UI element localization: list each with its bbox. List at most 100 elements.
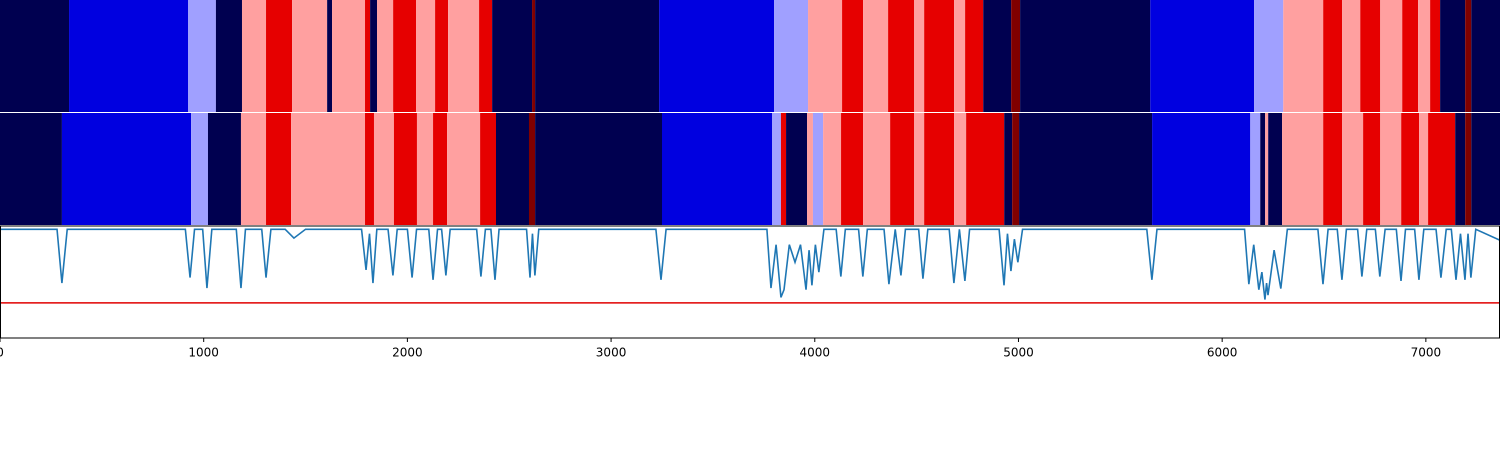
segment xyxy=(954,113,967,225)
segment xyxy=(774,0,809,112)
x-tick-label: 0 xyxy=(0,346,4,360)
segment xyxy=(1283,0,1324,112)
segment xyxy=(914,113,925,225)
segment xyxy=(1150,0,1255,112)
segment xyxy=(1471,0,1500,112)
segment xyxy=(240,113,267,225)
segment xyxy=(61,113,192,225)
segment xyxy=(1401,113,1420,225)
segment xyxy=(1465,113,1472,225)
segment xyxy=(1363,113,1381,225)
x-tick-label: 5000 xyxy=(1003,346,1034,360)
segment xyxy=(447,113,481,225)
x-tick-label: 6000 xyxy=(1207,346,1238,360)
segment xyxy=(1418,0,1431,112)
segment xyxy=(266,113,292,225)
segment xyxy=(435,0,449,112)
segment xyxy=(780,113,787,225)
plot-background xyxy=(0,226,1500,338)
segment xyxy=(535,0,660,112)
segment xyxy=(377,0,394,112)
x-tick-label: 2000 xyxy=(392,346,423,360)
x-tick-label: 3000 xyxy=(596,346,627,360)
segment xyxy=(662,113,772,225)
segment xyxy=(291,113,366,225)
segment xyxy=(924,113,955,225)
segment xyxy=(393,0,417,112)
segment xyxy=(191,113,208,225)
segment xyxy=(1282,113,1324,225)
segment xyxy=(924,0,955,112)
segment xyxy=(863,113,891,225)
segment xyxy=(215,0,242,112)
x-tick-label: 4000 xyxy=(800,346,831,360)
segment xyxy=(393,113,417,225)
segment xyxy=(495,113,529,225)
segment xyxy=(1360,0,1381,112)
segment xyxy=(1004,113,1013,225)
x-tick-label: 1000 xyxy=(188,346,219,360)
segment xyxy=(1260,113,1266,225)
segment xyxy=(532,0,536,112)
segment xyxy=(480,113,496,225)
segment xyxy=(1342,0,1361,112)
segment xyxy=(1323,0,1343,112)
segment xyxy=(1402,0,1419,112)
segment xyxy=(365,113,374,225)
segment xyxy=(0,113,62,225)
segment xyxy=(1323,113,1343,225)
segment xyxy=(266,0,293,112)
segment xyxy=(1011,0,1021,112)
segment xyxy=(965,0,984,112)
segment xyxy=(1430,0,1441,112)
segment xyxy=(365,0,371,112)
segment xyxy=(842,0,864,112)
segment xyxy=(1455,113,1466,225)
segment xyxy=(416,113,434,225)
segment xyxy=(1380,113,1402,225)
segment xyxy=(983,0,1012,112)
segment xyxy=(207,113,241,225)
segment xyxy=(807,113,813,225)
segment xyxy=(492,0,533,112)
segment xyxy=(888,0,915,112)
confidence-line xyxy=(0,228,1500,300)
segment xyxy=(1428,113,1456,225)
segment xyxy=(823,113,842,225)
segment xyxy=(771,113,781,225)
segment xyxy=(841,113,864,225)
segment xyxy=(69,0,189,112)
segment xyxy=(188,0,216,112)
segment xyxy=(433,113,448,225)
segment xyxy=(1250,113,1261,225)
segment xyxy=(1019,113,1153,225)
segment xyxy=(1465,0,1472,112)
segment xyxy=(1265,113,1269,225)
segment xyxy=(370,0,378,112)
segment xyxy=(1419,113,1429,225)
segment xyxy=(1254,0,1284,112)
segment xyxy=(1471,113,1500,225)
segment xyxy=(890,113,915,225)
segment xyxy=(659,0,775,112)
segment xyxy=(1020,0,1151,112)
segment xyxy=(812,113,824,225)
segment xyxy=(914,0,925,112)
segment xyxy=(535,113,663,225)
segment xyxy=(1380,0,1403,112)
segment xyxy=(0,0,70,112)
segment xyxy=(954,0,966,112)
segment xyxy=(416,0,436,112)
segment xyxy=(327,0,333,112)
segment xyxy=(966,113,1005,225)
segment xyxy=(241,0,267,112)
segment xyxy=(448,0,480,112)
segment xyxy=(1012,113,1020,225)
segment xyxy=(1152,113,1251,225)
segment xyxy=(373,113,394,225)
segment xyxy=(332,0,366,112)
segment xyxy=(1342,113,1364,225)
segment xyxy=(1268,113,1283,225)
segment xyxy=(1440,0,1466,112)
